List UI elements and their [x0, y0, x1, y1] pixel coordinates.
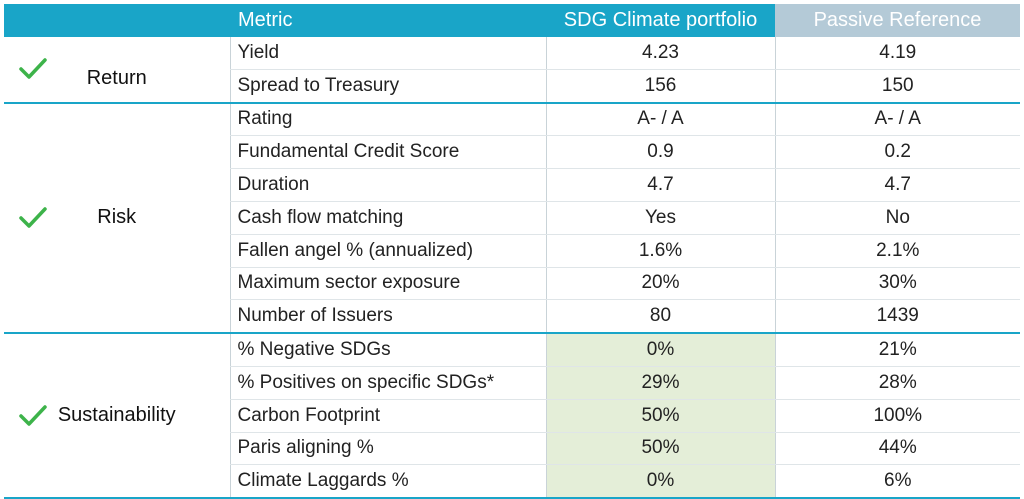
passive-value: 44% — [774, 432, 1020, 466]
category-label: Sustainability — [57, 403, 176, 426]
passive-value: 100% — [774, 399, 1020, 433]
metric-cell: Number of Issuers — [229, 299, 547, 335]
passive-value: 2.1% — [774, 234, 1020, 268]
sdg-value: A- / A — [545, 102, 776, 137]
sdg-value: 50% — [545, 432, 776, 466]
table-row: Fundamental Credit Score 0.9 0.2 — [4, 135, 1020, 170]
table-row: Duration 4.7 4.7 — [4, 168, 1020, 202]
sdg-value: 0% — [545, 464, 776, 499]
sdg-value: 50% — [545, 399, 776, 433]
table-row: Cash flow matching Yes No — [4, 201, 1020, 235]
passive-value: A- / A — [774, 102, 1020, 137]
sdg-value: 29% — [545, 366, 776, 400]
passive-value: 4.7 — [774, 168, 1020, 202]
category-label: Risk — [97, 205, 137, 228]
table-row: Spread to Treasury 156 150 — [4, 69, 1020, 104]
metric-cell: Cash flow matching — [229, 201, 547, 235]
passive-value: 150 — [774, 69, 1020, 104]
metric-cell: Paris aligning % — [229, 432, 547, 466]
passive-value: 21% — [774, 333, 1020, 367]
table-row: Sustainability % Negative SDGs 0% 21% — [4, 333, 1020, 499]
table-row: Paris aligning % 50% 44% — [4, 432, 1020, 466]
table-row: Maximum sector exposure 20% 30% — [4, 267, 1020, 301]
category-label: Return — [86, 67, 147, 90]
category-sustainability: Sustainability — [4, 333, 230, 499]
table-row: Risk Rating A- / A A- / A — [4, 102, 1020, 335]
header-passive-reference: Passive Reference — [775, 4, 1020, 37]
metric-cell: Fallen angel % (annualized) — [229, 234, 547, 268]
sdg-value: 1.6% — [545, 234, 776, 268]
metric-cell: Yield — [229, 37, 547, 70]
sdg-value: 4.7 — [545, 168, 776, 202]
checkmark-icon — [19, 404, 47, 426]
passive-value: 28% — [774, 366, 1020, 400]
sdg-value: Yes — [545, 201, 776, 235]
table-row: Carbon Footprint 50% 100% — [4, 399, 1020, 433]
header-sdg-climate-portfolio: SDG Climate portfolio — [546, 4, 775, 37]
sdg-value: 4.23 — [545, 37, 776, 70]
category-return: Return — [4, 37, 230, 104]
checkmark-icon — [19, 207, 47, 228]
category-risk: Risk — [4, 102, 230, 335]
metric-cell: % Positives on specific SDGs* — [229, 366, 547, 400]
passive-value: No — [774, 201, 1020, 235]
metric-cell: Spread to Treasury — [229, 69, 547, 104]
header-row: Metric SDG Climate portfolio Passive Ref… — [4, 4, 1020, 37]
metric-cell: Maximum sector exposure — [229, 267, 547, 301]
metric-cell: Fundamental Credit Score — [229, 135, 547, 170]
checkmark-icon — [19, 58, 47, 80]
sdg-value: 0.9 — [545, 135, 776, 170]
metric-cell: % Negative SDGs — [229, 333, 547, 367]
sdg-value: 156 — [545, 69, 776, 104]
table-row: Fallen angel % (annualized) 1.6% 2.1% — [4, 234, 1020, 268]
table-row: Return Yield 4.23 4.19 — [4, 37, 1020, 104]
metric-cell: Rating — [229, 102, 547, 137]
comparison-table: Metric SDG Climate portfolio Passive Ref… — [4, 4, 1020, 499]
metric-cell: Climate Laggards % — [229, 464, 547, 499]
metric-cell: Carbon Footprint — [229, 399, 547, 433]
passive-value: 0.2 — [774, 135, 1020, 170]
passive-value: 6% — [774, 464, 1020, 499]
sdg-value: 20% — [545, 267, 776, 301]
passive-value: 1439 — [774, 299, 1020, 335]
passive-value: 4.19 — [774, 37, 1020, 70]
passive-value: 30% — [774, 267, 1020, 301]
comparison-table-container: Metric SDG Climate portfolio Passive Ref… — [4, 4, 1020, 499]
header-category-cell — [4, 4, 230, 37]
table-row: % Positives on specific SDGs* 29% 28% — [4, 366, 1020, 400]
sdg-value: 0% — [545, 333, 776, 367]
header-metric: Metric — [230, 4, 546, 37]
table-row: Climate Laggards % 0% 6% — [4, 464, 1020, 499]
sdg-value: 80 — [545, 299, 776, 335]
table-row: Number of Issuers 80 1439 — [4, 299, 1020, 335]
metric-cell: Duration — [229, 168, 547, 202]
